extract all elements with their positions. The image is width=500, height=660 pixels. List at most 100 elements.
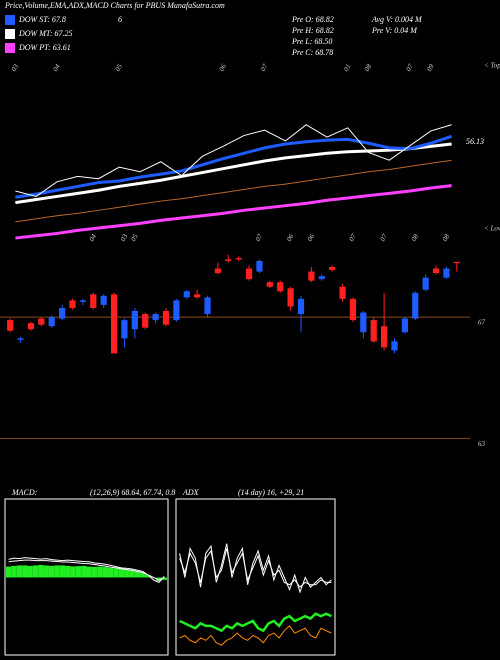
- x-tick-label: 05: [114, 62, 125, 72]
- page-title: Price,Volume,EMA,ADX,MACD Charts for PBU…: [4, 1, 225, 10]
- candle-body: [412, 292, 419, 319]
- candle-body: [79, 300, 87, 302]
- histogram-bar: [156, 577, 162, 582]
- histogram-bar: [48, 565, 55, 578]
- histogram-bar: [91, 566, 98, 578]
- stat: Avg V: 0.004 M: [371, 15, 423, 24]
- histogram-bar: [65, 565, 71, 578]
- panel-border: [4, 498, 169, 656]
- candle-body: [318, 276, 325, 280]
- series-line: [15, 159, 452, 223]
- x-tick-label: 06: [218, 62, 229, 72]
- legend-swatch: [5, 29, 15, 39]
- x-tick-label: 03: [119, 232, 130, 242]
- x-tick-label: 07: [379, 232, 390, 242]
- candle-body: [7, 320, 14, 331]
- x-tick-label: 03: [10, 62, 21, 72]
- annotation: < Lows: [484, 225, 500, 233]
- legend-label: DOW ST: 67.8: [18, 15, 66, 24]
- annotation: < Tops: [484, 62, 500, 70]
- panel-title: ADX: [182, 488, 200, 497]
- annotation: 56.13: [466, 137, 484, 146]
- x-tick-label: 08: [410, 232, 421, 242]
- histogram-bar: [16, 565, 23, 578]
- candle-body: [266, 282, 273, 287]
- candle-body: [256, 260, 263, 272]
- stat: Pre O: 68.82: [291, 15, 334, 24]
- candle-body: [59, 307, 66, 319]
- x-tick-label: 07: [259, 62, 270, 72]
- candle-body: [432, 268, 440, 274]
- candle-body: [162, 311, 170, 325]
- histogram-bar: [43, 565, 49, 578]
- candle-body: [131, 311, 138, 330]
- candle-body: [17, 338, 24, 340]
- series-line: [179, 548, 332, 588]
- x-tick-label: 06: [285, 232, 296, 242]
- y-tick-label: 63: [478, 440, 486, 448]
- histogram-bar: [140, 572, 146, 578]
- candle-body: [69, 300, 76, 308]
- stat: Pre H: 68.82: [291, 26, 334, 35]
- candle-body: [401, 318, 408, 333]
- candle-body: [152, 314, 159, 321]
- candle-body: [339, 286, 346, 299]
- candle-body: [38, 318, 45, 325]
- candle-body: [297, 298, 305, 315]
- histogram-bar: [75, 566, 82, 578]
- x-tick-label: 07: [254, 232, 265, 242]
- candle-body: [391, 341, 398, 351]
- legend-swatch: [5, 15, 15, 25]
- series-line: [8, 557, 165, 583]
- histogram-bar: [129, 570, 135, 578]
- x-tick-label: 08: [441, 232, 452, 242]
- series-line: [15, 142, 452, 205]
- legend-label: DOW PT: 63.61: [18, 43, 71, 52]
- histogram-bar: [145, 575, 151, 578]
- histogram-bar: [118, 568, 125, 578]
- y-tick-label: 67: [478, 319, 486, 327]
- histogram-bar: [86, 566, 92, 578]
- series-line: [179, 543, 332, 594]
- candle-body: [90, 294, 97, 308]
- candle-body: [100, 295, 107, 305]
- x-tick-label: 07: [347, 232, 358, 242]
- histogram-bar: [6, 566, 12, 578]
- histogram-bar: [70, 566, 76, 578]
- candle-body: [277, 282, 284, 292]
- x-tick-label: 09: [425, 62, 436, 72]
- x-tick-label: 08: [363, 62, 374, 72]
- x-tick-label: 01: [342, 63, 352, 73]
- stat: Pre C: 68.78: [291, 48, 333, 57]
- series-line: [15, 134, 453, 199]
- series-line: [179, 612, 332, 633]
- histogram-bar: [124, 569, 130, 578]
- histogram-bar: [102, 567, 108, 578]
- candle-body: [329, 267, 336, 271]
- histogram-bar: [22, 565, 28, 578]
- candle-body: [110, 294, 118, 354]
- x-tick-label: 04: [88, 232, 99, 242]
- candle-body: [48, 317, 55, 327]
- candle-body: [194, 294, 201, 298]
- candle-body: [360, 312, 367, 333]
- legend-label: DOW MT: 67.25: [18, 29, 73, 38]
- histogram-bar: [81, 565, 87, 578]
- candle-body: [214, 268, 222, 274]
- candle-body: [422, 277, 429, 290]
- histogram-bar: [11, 565, 17, 578]
- stat: Pre L: 68.50: [291, 37, 332, 46]
- panel-subtitle: (12,26,9) 68.64, 67.74, 0.8: [90, 488, 175, 497]
- candle-body: [308, 271, 315, 281]
- histogram-bar: [54, 565, 60, 578]
- histogram-bar: [107, 567, 114, 578]
- panel-title: MACD:: [11, 488, 38, 497]
- candle-body: [121, 320, 128, 339]
- candle-body: [453, 261, 460, 264]
- series-line: [8, 559, 165, 581]
- histogram-bar: [113, 568, 119, 578]
- histogram-bar: [32, 565, 39, 578]
- candle-body: [349, 298, 357, 321]
- candle-body: [204, 297, 211, 315]
- histogram-bar: [59, 565, 66, 578]
